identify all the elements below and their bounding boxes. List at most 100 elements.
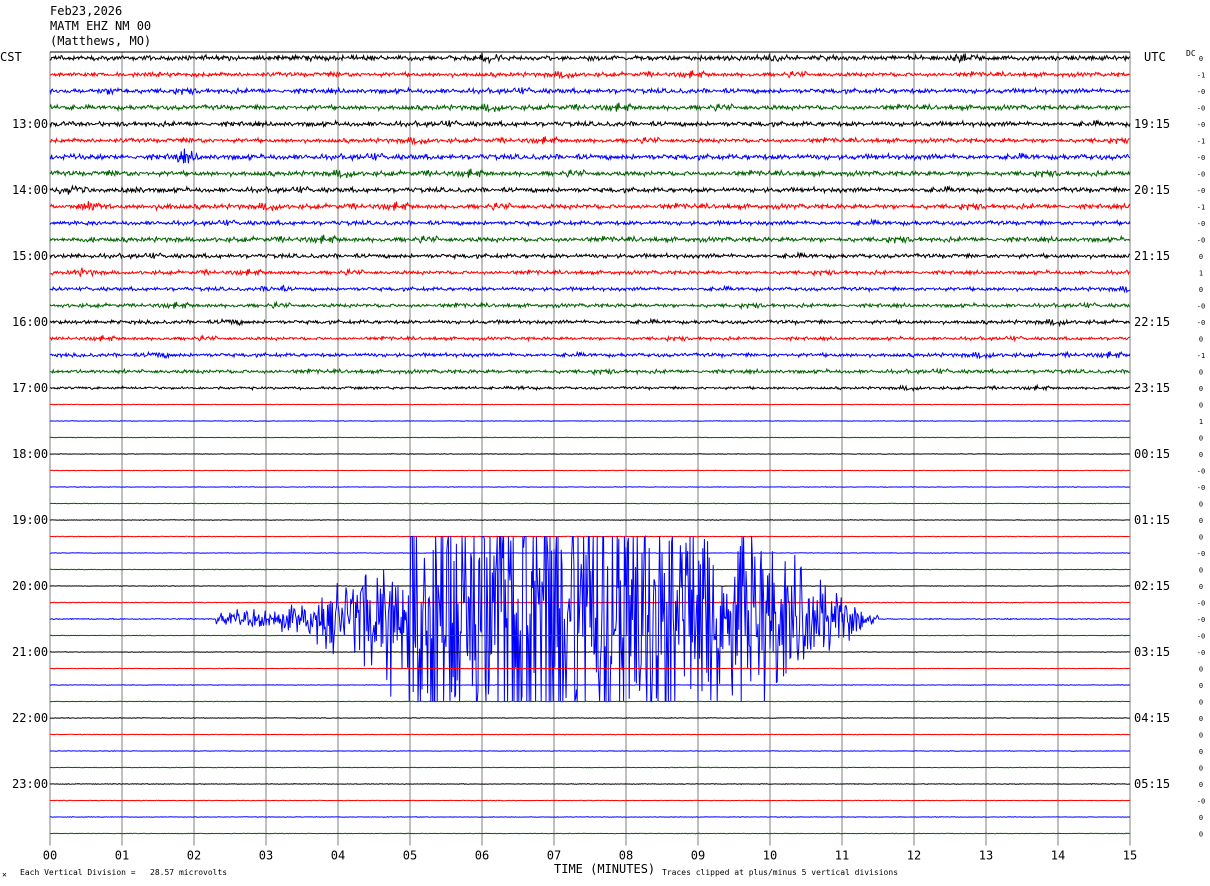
trace-line (49, 651, 1130, 653)
dc-offset-label: 1 (1199, 270, 1203, 278)
utc-hour-label: 00:15 (1134, 447, 1170, 461)
trace-line (49, 783, 1131, 786)
trace-line (49, 552, 1131, 554)
dc-offset-label: 0 (1199, 748, 1203, 756)
dc-offset-label: -1 (1197, 72, 1205, 80)
dc-offset-label: 0 (1199, 732, 1203, 740)
dc-offset-label: 0 (1199, 369, 1203, 377)
trace-line (50, 469, 1131, 472)
utc-hour-label: 22:15 (1134, 315, 1170, 329)
trace-line (49, 86, 1131, 96)
trace-line (50, 750, 1130, 752)
x-tick-label: 09 (691, 849, 705, 863)
trace-line (49, 234, 1131, 245)
dc-offset-label: 0 (1199, 517, 1203, 525)
trace-line (49, 350, 1131, 361)
dc-offset-label: -0 (1197, 187, 1205, 195)
dc-offset-label: 0 (1199, 336, 1203, 344)
dc-offset-label: -0 (1197, 600, 1205, 608)
cst-hour-label: 13:00 (12, 117, 48, 131)
dc-offset-label: 0 (1199, 501, 1203, 509)
dc-offset-label: 0 (1199, 699, 1203, 707)
dc-offset-label: 0 (1199, 682, 1203, 690)
dc-offset-label: -0 (1197, 616, 1205, 624)
dc-offset-label: -0 (1197, 121, 1205, 129)
trace-line (49, 135, 1131, 146)
cst-hour-label: 15:00 (12, 249, 48, 263)
cst-hour-label: 14:00 (12, 183, 48, 197)
utc-hour-label: 21:15 (1134, 249, 1170, 263)
dc-offset-label: 0 (1199, 831, 1203, 839)
dc-offset-label: 0 (1199, 666, 1203, 674)
trace-line (49, 453, 1131, 455)
utc-hour-label: 02:15 (1134, 579, 1170, 593)
trace-line (49, 667, 1131, 670)
trace-line (49, 267, 1131, 278)
trace-line (49, 568, 1131, 571)
x-axis-title: TIME (MINUTES) (554, 862, 656, 876)
utc-hour-label: 05:15 (1134, 777, 1170, 791)
utc-hour-label: 04:15 (1134, 711, 1170, 725)
axis-labels: 00 01 02 03 04 05 06 07 08 09 10 11 12 13 14 150-1-0-0-… (12, 55, 1205, 863)
cst-hour-label: 16:00 (12, 315, 48, 329)
trace-line (49, 486, 1131, 488)
utc-hour-label: 01:15 (1134, 513, 1170, 527)
x-tick-label: 11 (835, 849, 849, 863)
trace-line (49, 53, 1131, 65)
dc-offset-label: 0 (1199, 451, 1203, 459)
trace-line (49, 102, 1131, 114)
trace-line (49, 334, 1131, 343)
dc-offset-label: -0 (1197, 550, 1205, 558)
cst-axis-label: CST (0, 50, 22, 64)
trace-line (49, 284, 1131, 294)
x-tick-label: 07 (547, 849, 561, 863)
trace-line (50, 383, 1131, 392)
x-tick-label: 15 (1123, 849, 1137, 863)
trace-line (49, 816, 1131, 818)
dc-offset-label: 0 (1199, 715, 1203, 723)
dc-offset-label: -0 (1197, 88, 1205, 96)
trace-line (49, 119, 1131, 129)
dc-offset-label: -1 (1197, 204, 1205, 212)
trace-line (49, 502, 1131, 505)
dc-offset-label: 0 (1199, 583, 1203, 591)
trace-line (49, 799, 1131, 802)
x-tick-label: 04 (331, 849, 345, 863)
dc-offset-label: -0 (1197, 633, 1205, 641)
trace-line (49, 251, 1131, 261)
x-tick-label: 10 (763, 849, 777, 863)
x-tick-label: 06 (475, 849, 489, 863)
cst-hour-label: 19:00 (12, 513, 48, 527)
x-tick-label: 05 (403, 849, 417, 863)
utc-hour-label: 03:15 (1134, 645, 1170, 659)
trace-line (49, 218, 1131, 228)
dc-offset-label: -0 (1197, 237, 1205, 245)
dc-offset-label: -0 (1197, 649, 1205, 657)
dc-offset-label: 0 (1199, 814, 1203, 822)
trace-line (49, 700, 1130, 703)
x-tick-label: 08 (619, 849, 633, 863)
dc-offset-label: -0 (1197, 484, 1205, 492)
trace-line (49, 535, 1131, 702)
trace-line (49, 436, 1131, 439)
x-tick-label: 12 (907, 849, 921, 863)
trace-line (49, 201, 1131, 213)
trace-line (49, 69, 1131, 80)
x-tick-label: 02 (187, 849, 201, 863)
utc-hour-label: 19:15 (1134, 117, 1170, 131)
cst-hour-label: 21:00 (12, 645, 48, 659)
scale-note: Each Vertical Division = 28.57 microvolt… (20, 868, 228, 877)
trace-line (49, 766, 1131, 769)
trace-line (49, 300, 1131, 311)
trace-line (49, 367, 1131, 377)
dc-offset-label: 0 (1199, 402, 1203, 410)
trace-line (49, 317, 1131, 328)
dc-offset-label: -1 (1197, 138, 1205, 146)
dc-offset-label: 0 (1199, 781, 1203, 789)
cst-hour-label: 20:00 (12, 579, 48, 593)
dc-offset-label: -0 (1197, 154, 1205, 162)
cst-hour-label: 22:00 (12, 711, 48, 725)
trace-line (49, 684, 1131, 686)
x-tick-label: 13 (979, 849, 993, 863)
dc-offset-label: 0 (1199, 253, 1203, 261)
